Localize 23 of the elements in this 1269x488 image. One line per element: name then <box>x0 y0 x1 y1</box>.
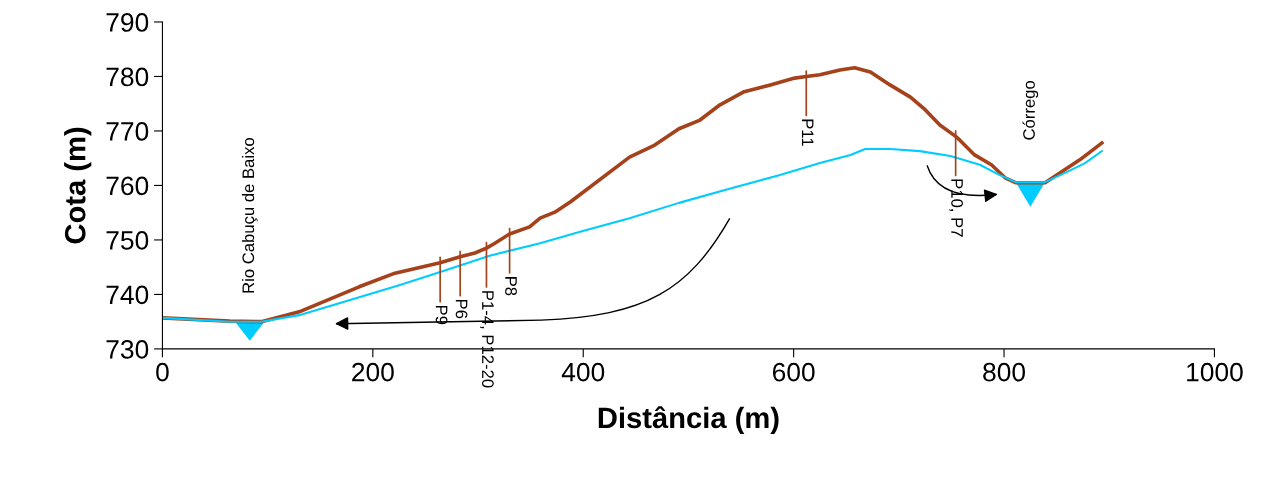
x-axis-title: Distância (m) <box>598 406 779 434</box>
annotation: P9 <box>435 305 448 325</box>
annotation: P11 <box>801 119 814 146</box>
annotation: P6 <box>455 299 468 319</box>
x-tick-label: 600 <box>772 362 815 382</box>
annotation: P10, P7 <box>949 179 963 237</box>
annotation: P8 <box>505 277 517 296</box>
x-tick-label: 400 <box>561 362 605 382</box>
annotation: P1-4, P12-20 <box>480 291 494 388</box>
y-tick-label: 740 <box>106 285 149 305</box>
y-tick-label: 780 <box>106 67 149 87</box>
y-tick-label: 730 <box>106 340 149 359</box>
x-tick-label: 0 <box>156 362 169 382</box>
y-axis-title: Cota (m) <box>64 127 92 244</box>
x-tick-label: 800 <box>983 362 1026 382</box>
annotation: Rio Cabuçu de Baixo <box>241 138 258 293</box>
y-tick-label: 790 <box>106 13 149 32</box>
y-tick-label: 760 <box>106 176 149 196</box>
y-tick-label: 770 <box>106 122 149 141</box>
x-tick-label: 1000 <box>1187 362 1243 382</box>
annotation: Córrego <box>1022 80 1039 140</box>
x-tick-label: 200 <box>352 362 394 382</box>
y-tick-label: 750 <box>106 231 149 250</box>
